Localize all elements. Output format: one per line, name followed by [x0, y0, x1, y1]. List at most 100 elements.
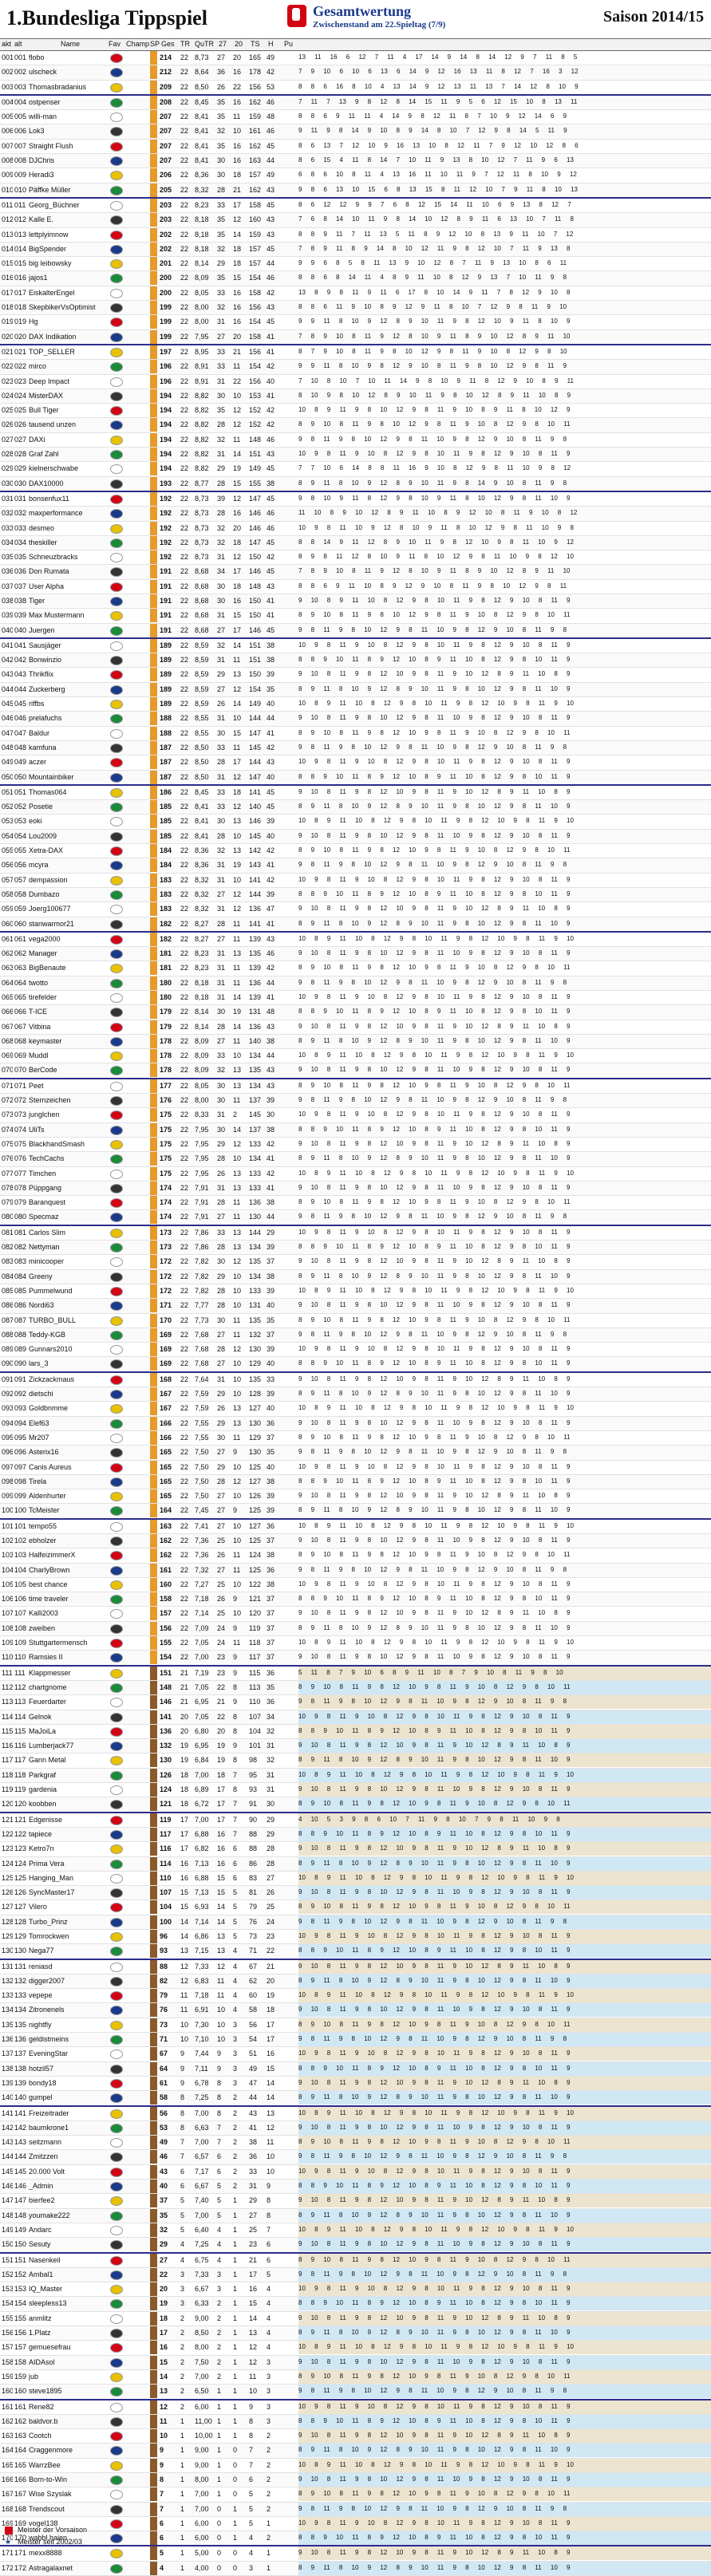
quota-per-tip: 7,50 — [195, 1477, 209, 1485]
count-20: 19 — [233, 861, 242, 870]
home-points: 32 — [267, 1756, 275, 1765]
quota-per-tip: 7,32 — [195, 1565, 209, 1574]
favorite-club-icon — [110, 464, 123, 475]
matchday-grid: 10 9 8 11 9 10 8 12 9 8 10 11 9 8 12 9 1… — [298, 1343, 711, 1356]
home-points: 1 — [267, 2549, 271, 2558]
player-name: Lumberjack77 — [29, 1742, 74, 1750]
tendency-points: 158 — [249, 200, 262, 209]
quota-per-tip: 6,57 — [195, 2152, 209, 2161]
count-27: 4 — [217, 2225, 222, 2234]
tendency-points: 153 — [249, 391, 262, 400]
matchday-grid: 8 9 10 8 11 9 8 12 10 9 8 11 9 10 8 12 9… — [298, 2253, 711, 2267]
matchday-grid: 9 8 11 9 8 10 12 9 8 11 10 9 8 12 9 10 8… — [298, 741, 711, 755]
player-name: dietschi — [29, 1390, 53, 1398]
quota-per-tip: 7,00 — [195, 1770, 209, 1779]
table-row: 057 057 dempassion 183 22 8,32 31 10 141 42 10 9 8… — [0, 873, 711, 888]
rank-cell: 093 — [2, 1404, 13, 1413]
home-points: 46 — [267, 274, 275, 282]
total-points: 166 — [160, 1418, 172, 1427]
quota-per-tip: 7,55 — [195, 1433, 209, 1442]
favorite-club-icon — [110, 538, 123, 548]
matchdays-tipped: 10 — [180, 2020, 189, 2029]
total-points: 183 — [160, 905, 172, 913]
rank-cell: 130 — [2, 1947, 13, 1955]
count-27: 33 — [217, 362, 226, 371]
matchday-bar — [150, 623, 157, 637]
favorite-club-icon — [110, 1536, 123, 1546]
table-row: 159 159 jub 14 2 7,00 2 1 11 3 8 9 10 8 11 9 8 12 … — [0, 2369, 711, 2385]
count-20: 16 — [233, 288, 242, 297]
rank-cell: 077 — [2, 1169, 13, 1178]
count-20: 13 — [233, 1404, 242, 1413]
player-name: Astragalaxnet — [29, 2563, 73, 2572]
matchday-grid: 9 8 11 9 8 10 12 9 8 11 10 9 8 12 9 10 8… — [298, 2267, 711, 2282]
matchdays-tipped: 22 — [180, 1418, 189, 1427]
total-points: 61 — [160, 2078, 168, 2087]
matchdays-tipped: 2 — [180, 2387, 185, 2396]
quota-per-tip: 7,17 — [195, 2167, 209, 2176]
favorite-club-icon — [110, 1668, 123, 1679]
matchday-bar — [150, 65, 157, 80]
matchday-bar — [150, 51, 157, 65]
matchday-grid: 9 10 8 11 9 8 12 10 9 8 11 9 10 12 8 9 1… — [298, 2194, 711, 2208]
count-27: 0 — [217, 2534, 222, 2542]
previous-rank-cell: 076 — [14, 1154, 27, 1163]
previous-rank-cell: 031 — [14, 494, 27, 503]
home-points: 45 — [267, 141, 275, 150]
player-name: ostpenser — [29, 97, 61, 106]
home-points: 42 — [267, 743, 275, 751]
count-27: 1 — [217, 2490, 222, 2499]
table-row: 044 044 Zuckerberg 189 22 8,59 27 12 154 35 8 9 11… — [0, 682, 711, 698]
count-20: 1 — [233, 2329, 238, 2337]
matchday-grid: 10 8 9 11 10 8 12 9 8 10 11 9 8 12 10 9 … — [298, 1989, 711, 2003]
quota-per-tip: 7,33 — [195, 2270, 209, 2278]
rank-cell: 157 — [2, 2343, 13, 2352]
quota-per-tip: 8,55 — [195, 728, 209, 737]
quota-per-tip: 8,27 — [195, 919, 209, 928]
matchday-bar — [150, 1210, 157, 1225]
matchday-bar — [150, 242, 157, 256]
count-20: 10 — [233, 1359, 242, 1368]
rank-cell: 113 — [2, 1698, 13, 1706]
matchday-points: 8 8 9 10 11 8 9 12 10 8 9 11 10 8 12 9 8… — [298, 2416, 571, 2424]
count-20: 9 — [233, 1506, 238, 1515]
matchday-grid: 9 10 8 11 9 8 10 12 9 8 11 10 9 8 12 9 1… — [298, 947, 711, 961]
total-points: 119 — [160, 1815, 172, 1824]
table-row: 136 136 geldistmeins 71 10 7,10 10 3 54 17 9 8 11 … — [0, 2033, 711, 2048]
quota-per-tip: 8,64 — [195, 68, 209, 77]
total-points: 199 — [160, 303, 172, 312]
count-20: 12 — [233, 1345, 242, 1354]
count-27: 13 — [217, 1947, 226, 1955]
total-points: 181 — [160, 964, 172, 972]
count-27: 30 — [217, 728, 226, 737]
home-points: 28 — [267, 1844, 275, 1853]
matchdays-tipped: 8 — [180, 2123, 185, 2132]
matchdays-tipped: 17 — [180, 1815, 189, 1824]
favorite-club-icon — [110, 861, 123, 871]
previous-rank-cell: 005 — [14, 112, 27, 121]
favorite-club-icon — [110, 1243, 123, 1253]
home-points: 39 — [267, 1492, 275, 1501]
tendency-points: 145 — [249, 743, 262, 751]
count-20: 10 — [233, 1154, 242, 1163]
matchday-grid: 8 9 10 8 11 9 8 12 10 9 8 11 9 10 8 12 9… — [298, 2487, 711, 2502]
matchday-points: 7 8 9 11 8 9 14 8 10 12 11 9 8 12 10 7 1… — [298, 244, 571, 252]
table-row: 070 070 BerCode 178 22 8,09 32 13 135 43 9 10 8 11… — [0, 1063, 711, 1079]
matchday-bar — [150, 257, 157, 271]
tendency-points: 125 — [249, 1506, 262, 1515]
tendency-points: 117 — [249, 1653, 261, 1662]
matchdays-tipped: 22 — [180, 1623, 189, 1632]
total-points: 11 — [160, 2416, 168, 2425]
matchdays-tipped: 22 — [180, 1536, 189, 1544]
tendency-points: 60 — [249, 1991, 258, 2000]
count-27: 27 — [217, 934, 226, 943]
matchdays-tipped: 12 — [180, 1976, 189, 1985]
total-points: 200 — [160, 288, 172, 297]
total-points: 189 — [160, 684, 172, 693]
tendency-points: 33 — [249, 2167, 258, 2176]
home-points: 42 — [267, 1139, 275, 1148]
favorite-club-icon — [110, 1213, 123, 1223]
quota-per-tip: 7,41 — [195, 1521, 209, 1530]
matchdays-tipped: 22 — [180, 641, 189, 649]
count-20: 1 — [233, 2504, 238, 2513]
